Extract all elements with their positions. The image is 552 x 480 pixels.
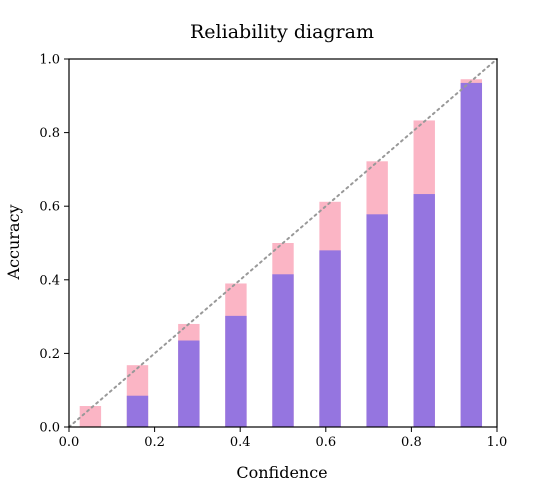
y-tick-label: 0.6 [39,200,60,215]
perfect-calibration-line [68,58,498,428]
accuracy-bar [319,250,341,427]
y-tick-label: 0.4 [39,273,60,288]
y-tick-label: 0.0 [39,421,60,436]
x-tick-label: 0.2 [144,435,165,450]
x-tick-label: 0.6 [315,435,336,450]
accuracy-bar [366,214,388,427]
x-axis-label: Confidence [236,463,327,480]
x-tick-label: 0.8 [401,435,422,450]
chart-title: Reliability diagram [190,21,374,43]
accuracy-bar [225,315,247,427]
x-tick-label: 1.0 [487,435,508,450]
accuracy-bar [460,82,483,428]
accuracy-bar [178,340,200,427]
y-tick-label: 1.0 [39,53,60,68]
plot-frame [68,58,498,428]
y-tick-label: 0.8 [39,126,60,141]
x-tick-label: 0.0 [59,435,80,450]
y-tick-label: 0.2 [39,347,60,362]
accuracy-bar [413,194,435,427]
accuracy-bar [126,395,149,427]
gap-bar [79,406,102,427]
y-axis-label: Accuracy [4,205,23,281]
plot-area: 0.0 0.2 0.4 0.6 0.8 1.0 0.0 0.2 0.4 0.6 0.8 1.0 [39,53,507,451]
x-tick-label: 0.4 [230,435,251,450]
accuracy-bar [272,274,294,427]
